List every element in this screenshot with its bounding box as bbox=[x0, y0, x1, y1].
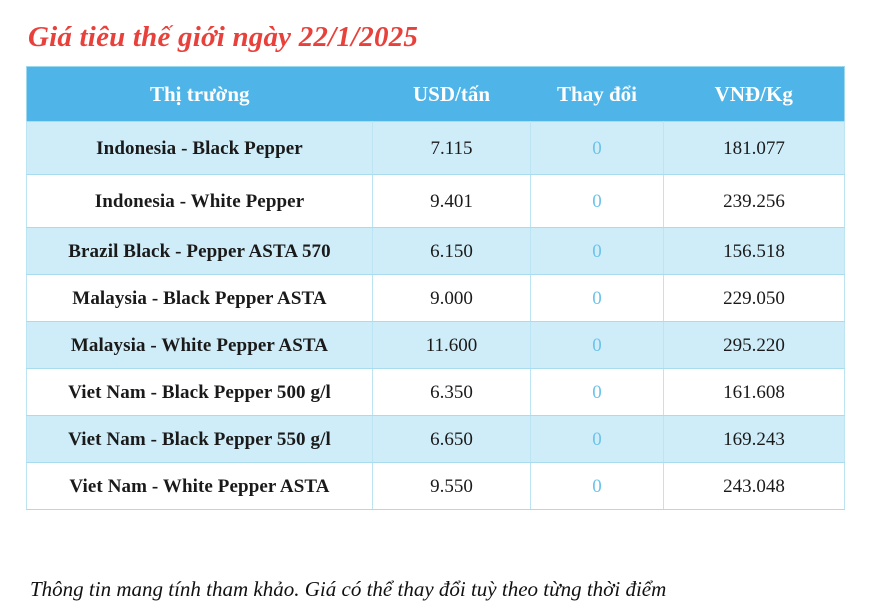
column-header-change: Thay đổi bbox=[530, 66, 664, 122]
cell-vnd: 161.608 bbox=[663, 368, 845, 416]
cell-usd: 11.600 bbox=[372, 321, 531, 369]
table-header-row: Thị trường USD/tấn Thay đổi VNĐ/Kg bbox=[26, 66, 845, 122]
cell-change: 0 bbox=[530, 321, 664, 369]
cell-change: 0 bbox=[530, 174, 664, 228]
column-header-vnd-per-kg: VNĐ/Kg bbox=[663, 66, 845, 122]
table-body: Indonesia - Black Pepper 7.115 0 181.077… bbox=[26, 121, 845, 510]
cell-change: 0 bbox=[530, 368, 664, 416]
cell-market: Viet Nam - White Pepper ASTA bbox=[26, 462, 373, 510]
table-row: Malaysia - Black Pepper ASTA 9.000 0 229… bbox=[26, 274, 845, 322]
cell-market: Malaysia - Black Pepper ASTA bbox=[26, 274, 373, 322]
column-header-usd-per-ton: USD/tấn bbox=[372, 66, 531, 122]
table-header: Thị trường USD/tấn Thay đổi VNĐ/Kg bbox=[26, 66, 845, 122]
cell-usd: 7.115 bbox=[372, 121, 531, 175]
cell-vnd: 239.256 bbox=[663, 174, 845, 228]
cell-change: 0 bbox=[530, 274, 664, 322]
table-row: Brazil Black - Pepper ASTA 570 6.150 0 1… bbox=[26, 227, 845, 275]
table-row: Indonesia - Black Pepper 7.115 0 181.077 bbox=[26, 121, 845, 175]
cell-usd: 9.000 bbox=[372, 274, 531, 322]
page-title: Giá tiêu thế giới ngày 22/1/2025 bbox=[28, 21, 419, 53]
cell-change: 0 bbox=[530, 227, 664, 275]
cell-market: Indonesia - White Pepper bbox=[26, 174, 373, 228]
cell-vnd: 229.050 bbox=[663, 274, 845, 322]
cell-market: Viet Nam - Black Pepper 550 g/l bbox=[26, 415, 373, 463]
column-header-market: Thị trường bbox=[26, 66, 373, 122]
table-row: Viet Nam - Black Pepper 500 g/l 6.350 0 … bbox=[26, 368, 845, 416]
cell-vnd: 156.518 bbox=[663, 227, 845, 275]
world-pepper-price-table: Thị trường USD/tấn Thay đổi VNĐ/Kg Indon… bbox=[26, 66, 845, 510]
cell-market: Viet Nam - Black Pepper 500 g/l bbox=[26, 368, 373, 416]
cell-usd: 6.150 bbox=[372, 227, 531, 275]
cell-usd: 9.401 bbox=[372, 174, 531, 228]
cell-change: 0 bbox=[530, 415, 664, 463]
disclaimer-note: Thông tin mang tính tham khảo. Giá có th… bbox=[30, 577, 667, 601]
cell-market: Indonesia - Black Pepper bbox=[26, 121, 373, 175]
cell-market: Malaysia - White Pepper ASTA bbox=[26, 321, 373, 369]
cell-vnd: 169.243 bbox=[663, 415, 845, 463]
table-row: Indonesia - White Pepper 9.401 0 239.256 bbox=[26, 174, 845, 228]
table-row: Viet Nam - White Pepper ASTA 9.550 0 243… bbox=[26, 462, 845, 510]
cell-usd: 6.350 bbox=[372, 368, 531, 416]
cell-usd: 6.650 bbox=[372, 415, 531, 463]
cell-vnd: 243.048 bbox=[663, 462, 845, 510]
table-row: Viet Nam - Black Pepper 550 g/l 6.650 0 … bbox=[26, 415, 845, 463]
cell-market: Brazil Black - Pepper ASTA 570 bbox=[26, 227, 373, 275]
cell-change: 0 bbox=[530, 121, 664, 175]
table-row: Malaysia - White Pepper ASTA 11.600 0 29… bbox=[26, 321, 845, 369]
cell-vnd: 295.220 bbox=[663, 321, 845, 369]
cell-change: 0 bbox=[530, 462, 664, 510]
cell-vnd: 181.077 bbox=[663, 121, 845, 175]
cell-usd: 9.550 bbox=[372, 462, 531, 510]
price-table-container: Thị trường USD/tấn Thay đổi VNĐ/Kg Indon… bbox=[26, 66, 845, 510]
